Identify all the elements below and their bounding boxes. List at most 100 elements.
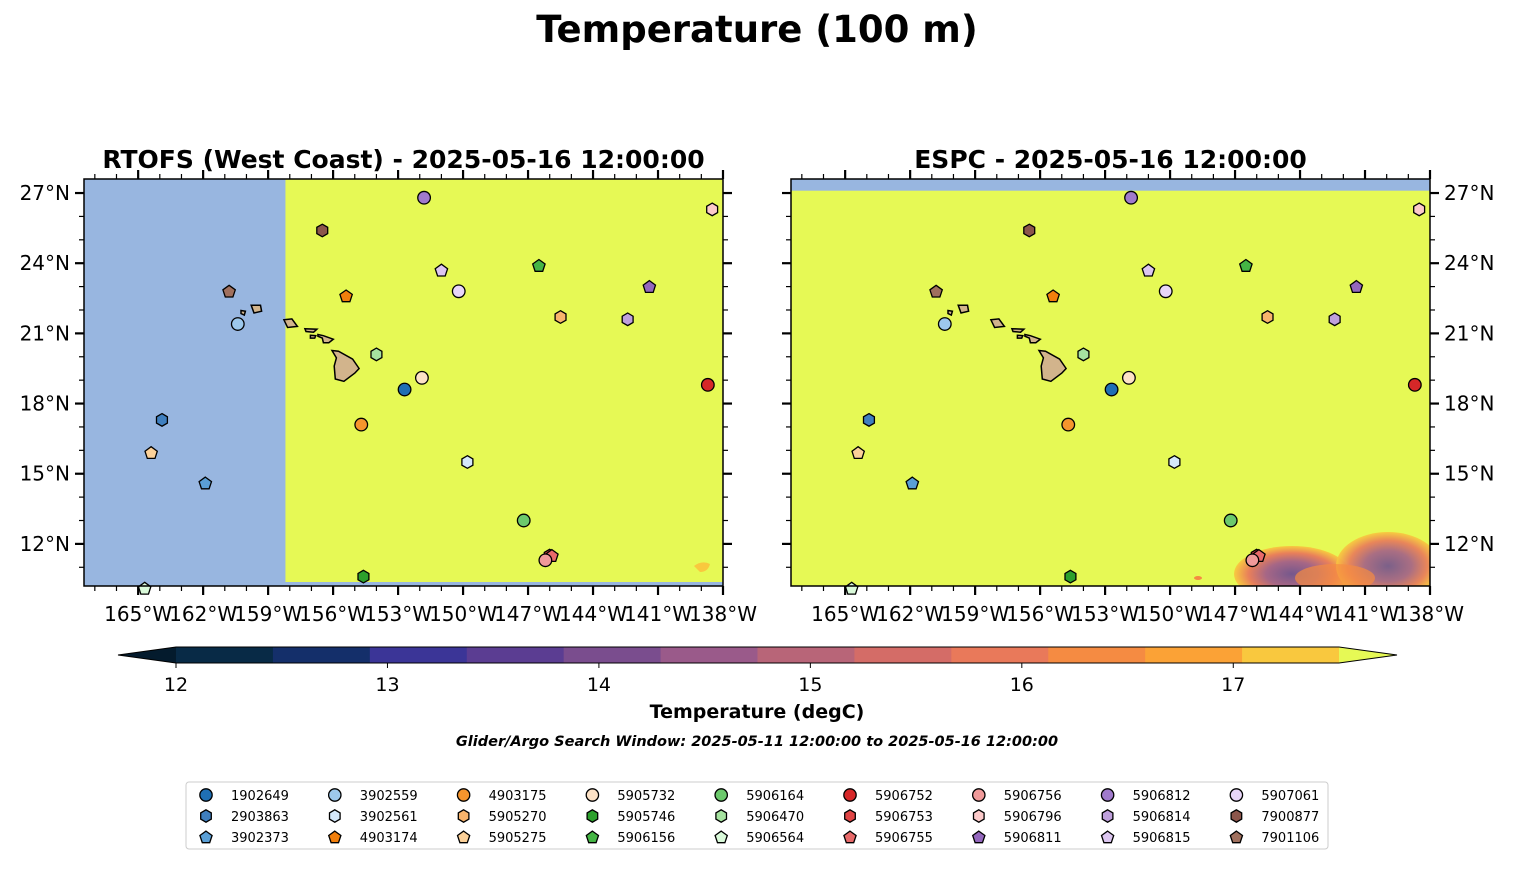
x-tick-label: 153°W [364, 602, 432, 626]
legend-item-5906753: 5906753 [844, 809, 933, 825]
profile-marker-5906752 [1407, 377, 1422, 392]
profile-marker-5906812 [417, 190, 432, 205]
legend-item-5906815: 5906815 [1100, 830, 1191, 846]
legend-label: 5906156 [617, 831, 675, 846]
profile-marker-7900877 [316, 223, 329, 238]
temperature-field [285, 179, 723, 582]
profile-marker-5905732 [414, 370, 429, 385]
figure-title: Temperature (100 m) [536, 8, 978, 51]
profile-marker-5906470 [370, 347, 383, 362]
legend-item-5906755: 5906755 [843, 830, 933, 846]
legend-label: 5906814 [1133, 810, 1191, 825]
profile-marker-5906756 [1245, 553, 1260, 568]
legend-item-3902561: 3902561 [328, 809, 418, 825]
legend-frame [185, 781, 1329, 850]
island-landmass [282, 318, 299, 329]
y-tick-label: 27°N [20, 181, 70, 205]
profile-marker-5906164 [516, 513, 531, 528]
colorbar-bin [660, 647, 758, 663]
profile-marker-5905746 [357, 569, 370, 584]
legend-item-3902373: 3902373 [199, 830, 289, 846]
search-window-note: Glider/Argo Search Window: 2025-05-11 12… [456, 734, 1058, 750]
legend-marker [844, 809, 856, 823]
profile-marker-1902649 [397, 382, 412, 397]
profile-marker-4903175 [1061, 417, 1076, 432]
island-landmass [1024, 333, 1042, 344]
x-tick-label: 138°W [689, 602, 757, 626]
profile-marker-3902561 [1168, 454, 1181, 470]
island-landmass [947, 309, 954, 317]
legend-marker [843, 830, 857, 844]
x-tick-label: 150°W [1136, 602, 1204, 626]
island-landmass [1037, 349, 1068, 383]
colorbar-bin [466, 647, 565, 663]
colorbar-extend-over [1339, 647, 1397, 663]
legend-item-5905746: 5905746 [586, 809, 675, 825]
x-tick-label: 144°W [559, 602, 627, 626]
legend-item-5907061: 5907061 [1229, 788, 1319, 804]
colorbar-bin [854, 647, 952, 663]
legend-item-5905732: 5905732 [585, 788, 675, 804]
x-tick-label: 165°W [104, 602, 172, 626]
island-landmass [330, 349, 361, 383]
legend-marker [1100, 830, 1115, 844]
profile-marker-5906815 [434, 263, 449, 277]
island-landmass [309, 334, 317, 339]
legend-item-1902649: 1902649 [199, 788, 289, 804]
legend-marker [456, 830, 471, 844]
profile-marker-2903863 [155, 412, 169, 427]
legend-label: 4903175 [489, 789, 547, 804]
warm-patch [694, 562, 710, 572]
profile-marker-5906814 [621, 312, 634, 327]
x-tick-label: 153°W [1071, 602, 1139, 626]
island-landmass [250, 304, 263, 314]
legend-marker [714, 830, 729, 844]
profile-marker-5906796 [1413, 202, 1426, 217]
legend-label: 5906755 [875, 831, 933, 846]
x-tick-label: 147°W [1201, 602, 1269, 626]
legend-marker [327, 788, 342, 802]
legend-label: 5906470 [746, 810, 804, 825]
profile-marker-3902561 [461, 454, 474, 470]
legend-marker [327, 830, 342, 844]
x-tick-label: 141°W [624, 602, 692, 626]
colorbar-tick-label: 14 [587, 674, 611, 696]
island-landmass [1010, 327, 1026, 333]
legend-marker [328, 809, 341, 823]
legend-item-5906812: 5906812 [1100, 788, 1191, 804]
map-frame-rtofs [83, 178, 724, 587]
legend-item-4903175: 4903175 [456, 788, 547, 804]
island-landmass [303, 327, 319, 333]
legend-marker [715, 809, 728, 823]
legend-item-5906564: 5906564 [714, 830, 804, 846]
profile-marker-3902373 [198, 476, 213, 490]
profile-marker-5907061 [1158, 284, 1173, 299]
y-tick-label: 12°N [20, 532, 70, 556]
legend-label: 1902649 [231, 789, 289, 804]
legend-label: 5906164 [746, 789, 804, 804]
profile-marker-5905746 [1064, 569, 1077, 584]
profile-marker-4903174 [1046, 289, 1061, 303]
island-landmass [1016, 334, 1024, 339]
legend: 1902649 2903863 3902373 3902559 3902561 49031… [185, 781, 1329, 850]
legend-label: 5906756 [1004, 789, 1062, 804]
island-landmass [317, 333, 335, 344]
colorbar-tick-label: 17 [1221, 674, 1245, 696]
x-tick-label: 159°W [234, 602, 302, 626]
x-tick-label: 138°W [1396, 602, 1464, 626]
profile-marker-5907061 [451, 284, 466, 299]
island-landmass [240, 309, 247, 317]
legend-label: 7900877 [1261, 810, 1319, 825]
legend-label: 3902373 [231, 831, 289, 846]
x-tick-label: 162°W [876, 602, 944, 626]
legend-marker [1229, 830, 1244, 844]
legend-item-7900877: 7900877 [1230, 809, 1319, 825]
profile-marker-7901106 [929, 284, 944, 298]
profile-marker-5906811 [1349, 279, 1364, 294]
legend-label: 5906564 [746, 831, 804, 846]
legend-marker [1229, 788, 1244, 802]
colorbar-bin [757, 647, 855, 663]
legend-item-5906811: 5906811 [971, 830, 1062, 846]
y-tick-label: 21°N [20, 321, 70, 345]
